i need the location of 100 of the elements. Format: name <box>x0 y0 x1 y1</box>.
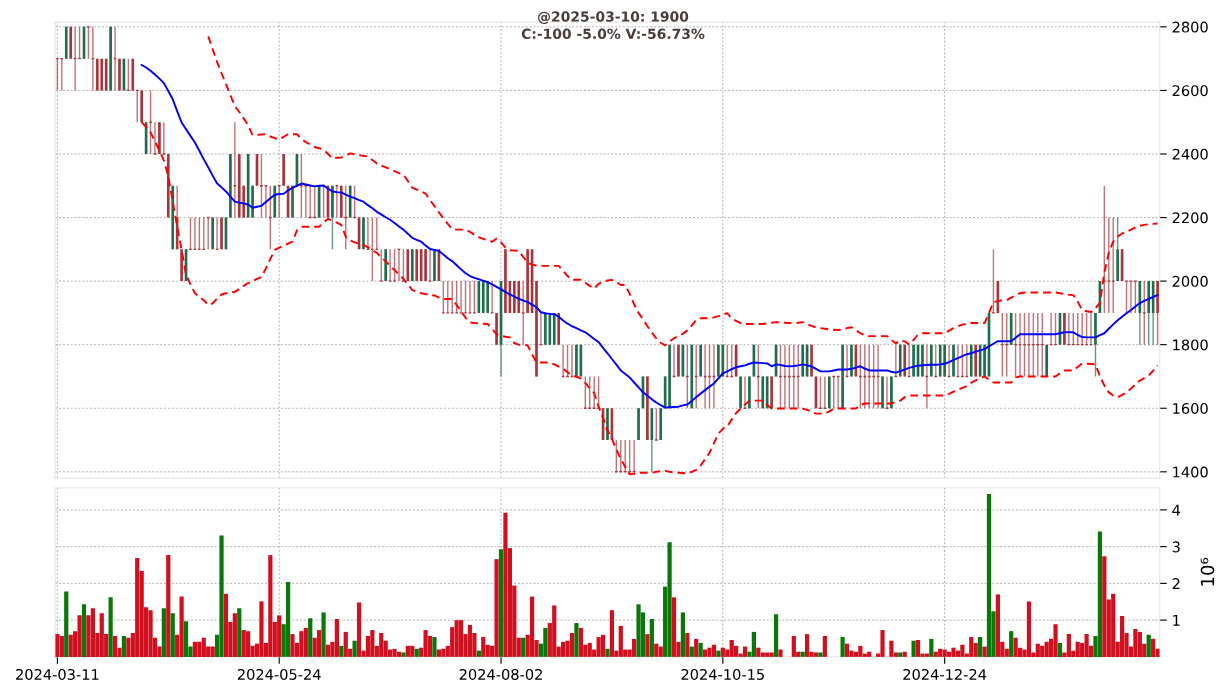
bar <box>543 627 548 657</box>
y-tick-label: 2 <box>1172 578 1180 589</box>
bar <box>898 652 903 657</box>
bar <box>1137 631 1142 657</box>
bar <box>880 630 885 657</box>
bar <box>441 648 446 657</box>
candlestick <box>921 343 924 378</box>
bar <box>800 651 805 657</box>
candlestick <box>983 343 986 378</box>
bar <box>268 555 273 657</box>
candlestick <box>282 153 285 187</box>
y-tick-label: 2000 <box>1172 275 1208 287</box>
bar <box>1119 616 1125 657</box>
candlestick <box>699 343 702 378</box>
candlestick <box>544 312 547 346</box>
bar <box>259 601 264 657</box>
candlestick <box>331 185 334 251</box>
candlestick <box>433 249 436 282</box>
y-tick-label: 1800 <box>1173 339 1208 351</box>
bar <box>494 559 499 657</box>
bar <box>77 615 82 657</box>
bar <box>933 651 938 657</box>
candlestick <box>1045 343 1048 378</box>
bar <box>689 646 694 657</box>
bar <box>942 649 947 657</box>
bar <box>325 644 331 657</box>
candlestick <box>952 343 955 378</box>
bar <box>401 652 406 657</box>
bar <box>339 645 344 657</box>
bar <box>334 619 339 657</box>
bar <box>529 596 535 657</box>
bar <box>219 535 224 657</box>
candlestick <box>606 407 609 441</box>
y-tick-label: 1400 <box>1173 466 1208 478</box>
bar <box>756 647 761 657</box>
candlestick <box>1094 312 1097 378</box>
bar <box>1146 634 1151 657</box>
candlestick <box>912 343 915 378</box>
bar <box>458 620 464 657</box>
bar <box>308 618 313 657</box>
bar <box>1097 531 1103 657</box>
candlestick <box>384 248 387 282</box>
y-tick-label: 3 <box>1172 541 1180 553</box>
bar <box>707 647 712 657</box>
bar <box>915 639 921 657</box>
bar <box>232 613 237 657</box>
bar <box>108 597 113 657</box>
bar <box>317 630 322 657</box>
candlestick <box>739 375 742 409</box>
candlestick <box>118 57 121 92</box>
bar <box>498 549 504 657</box>
x-tick-label: 2024-12-24 <box>903 668 987 680</box>
bar <box>858 645 863 657</box>
bar <box>126 637 131 657</box>
bar <box>818 652 823 657</box>
bar <box>596 637 601 657</box>
chart-title: @2025-03-10: 1900 <box>538 11 689 25</box>
candlestick <box>810 343 813 378</box>
bar <box>600 634 606 657</box>
candlestick <box>211 216 214 251</box>
bar <box>951 647 956 657</box>
bar <box>90 608 95 657</box>
bar <box>454 620 459 657</box>
bar <box>414 648 419 657</box>
bar <box>671 597 677 657</box>
x-tick-label: 2024-08-02 <box>459 668 542 680</box>
y-tick-label: 2200 <box>1172 212 1208 224</box>
bar <box>1066 634 1071 657</box>
candlestick <box>158 121 161 155</box>
bar <box>711 644 717 657</box>
bar <box>436 649 442 657</box>
bar <box>702 649 708 657</box>
bar <box>587 642 592 657</box>
bar <box>840 637 845 657</box>
bar <box>867 651 872 657</box>
bar <box>791 635 796 657</box>
bar <box>605 648 610 657</box>
bar <box>654 643 659 657</box>
chart-subtitle: C:-100 -5.0% V:-56.73% <box>521 28 705 40</box>
bar <box>760 652 765 657</box>
bar <box>201 637 206 657</box>
bar <box>773 614 779 657</box>
bar <box>423 630 428 657</box>
bar <box>636 604 641 657</box>
bar <box>698 642 703 657</box>
candlestick <box>291 185 294 219</box>
candlestick <box>1063 312 1066 346</box>
bar <box>844 643 850 657</box>
bar <box>1133 628 1138 657</box>
bar <box>277 615 282 657</box>
candlestick <box>535 280 538 378</box>
line-series <box>140 64 1159 409</box>
bar <box>166 555 171 657</box>
bar <box>929 638 934 657</box>
bar <box>978 637 983 657</box>
bar <box>658 646 663 657</box>
bar <box>343 631 348 657</box>
bar <box>729 639 734 657</box>
bar <box>1151 638 1156 657</box>
bar <box>1009 631 1014 657</box>
